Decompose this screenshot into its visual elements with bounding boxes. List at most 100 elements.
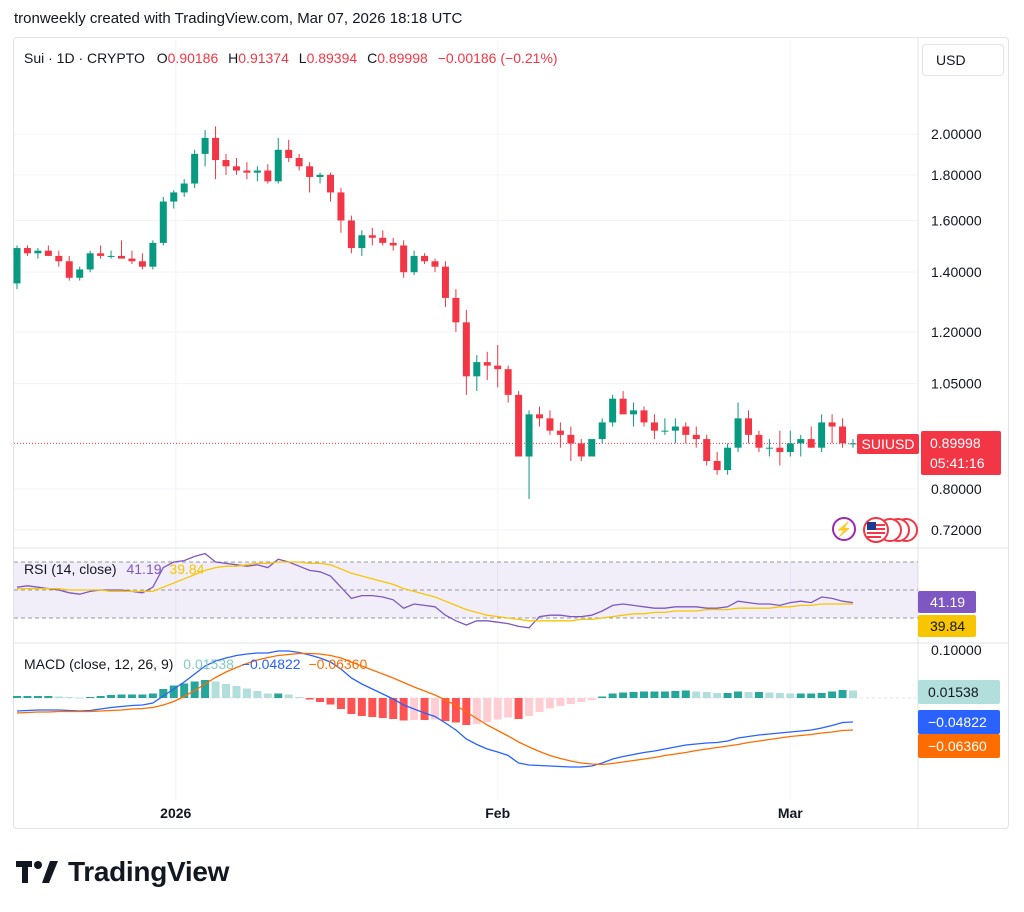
macd-hist-bar	[274, 693, 283, 698]
macd-hist-bar	[107, 695, 116, 698]
low-label: L	[298, 50, 307, 66]
macd-hist-bar	[357, 698, 366, 716]
macd-hist-bar	[807, 693, 816, 698]
price-tick-label: 2.00000	[931, 126, 982, 142]
candle-body	[692, 434, 700, 440]
macd-line	[16, 650, 854, 768]
rsi-ma-value-badge: 39.84	[918, 615, 976, 637]
macd-hist-bar	[148, 693, 157, 698]
macd-hist-bar	[96, 696, 105, 698]
macd-hist-bar	[420, 698, 429, 720]
candle-body	[452, 297, 460, 323]
open-value: 0.90186	[167, 50, 219, 66]
price-tick-label: 1.40000	[931, 264, 982, 280]
candle-body	[76, 269, 84, 278]
rsi-title[interactable]: RSI (14, close)	[24, 561, 117, 577]
close-label: C	[367, 50, 378, 66]
macd-hist-bar	[180, 683, 189, 698]
macd-hist-bar	[504, 698, 513, 718]
candle-body	[65, 261, 73, 278]
rsi-legend: RSI (14, close) 41.19 39.84	[24, 561, 204, 577]
macd-title[interactable]: MACD (close, 12, 26, 9)	[24, 656, 174, 672]
tradingview-logo[interactable]: TradingView	[16, 855, 229, 889]
macd-hist-bar	[723, 693, 732, 698]
macd-hist-bar	[389, 698, 398, 719]
macd-hist-bar	[702, 692, 711, 698]
macd-hist-bar	[556, 698, 565, 706]
candle-body	[55, 255, 63, 262]
macd-hist-bar	[535, 698, 544, 712]
candle-body	[170, 192, 178, 202]
candle-body	[389, 242, 397, 246]
macd-hist-bar	[514, 698, 523, 719]
candle-body	[671, 426, 679, 431]
candle-body	[473, 362, 481, 377]
us-flag-icon[interactable]	[862, 517, 918, 543]
macd-hist-bar	[169, 685, 178, 698]
bar-countdown: 05:41:16	[930, 455, 985, 471]
macd-hist-bar	[734, 691, 743, 698]
candle-body	[118, 255, 125, 259]
last-price-badge: 0.89998 05:41:16	[921, 431, 1001, 475]
currency-button[interactable]: USD	[922, 44, 1004, 76]
candle-body	[776, 447, 784, 453]
macd-hist-bar	[33, 696, 42, 698]
macd-hist-bar	[493, 698, 502, 720]
lightning-icon[interactable]: ⚡	[832, 517, 856, 541]
macd-hist-bar	[44, 696, 53, 698]
rsi-ma-line	[17, 561, 853, 622]
rsi-value-badge: 41.19	[918, 591, 976, 613]
last-price-value: 0.89998	[930, 435, 981, 451]
macd-hist-bar	[378, 698, 387, 718]
candle-body	[107, 255, 115, 257]
candle-body	[556, 430, 564, 435]
macd-hist-bar	[326, 698, 335, 705]
candle-body	[807, 439, 815, 448]
candle-body	[536, 414, 543, 419]
macd-hist-bar	[431, 698, 439, 720]
x-tick-label: Feb	[485, 805, 510, 821]
macd-hist-bar	[222, 684, 230, 698]
candle-body	[682, 426, 690, 435]
macd-hist-bar	[284, 694, 293, 698]
macd-legend-value: −0.04822	[241, 656, 301, 672]
candle-body	[598, 422, 606, 440]
macd-hist-bar	[472, 698, 481, 724]
macd-hist-bar	[399, 698, 408, 721]
chart-panel	[13, 37, 1009, 829]
rsi-ma-legend-value: 39.84	[169, 561, 205, 577]
macd-hist-bar	[828, 691, 837, 698]
candle-body	[347, 220, 355, 249]
candle-body	[285, 149, 293, 158]
x-tick-label: Mar	[778, 805, 803, 821]
candle-body	[379, 237, 387, 243]
macd-hist-badge: 0.01538	[918, 680, 1000, 704]
rsi-legend-value: 41.19	[126, 561, 162, 577]
macd-hist-bar	[211, 681, 220, 698]
macd-signal-badge: −0.06360	[918, 734, 1000, 758]
price-tick-label: 1.05000	[931, 376, 982, 392]
macd-hist-bar	[368, 698, 377, 717]
candle-body	[180, 183, 188, 193]
candle-body	[839, 426, 847, 444]
price-tick-label: 0.72000	[931, 522, 982, 538]
macd-hist-bar	[483, 698, 492, 722]
candle-body	[86, 253, 94, 270]
macd-hist-bar	[744, 692, 753, 698]
candle-body	[97, 253, 105, 256]
candle-body	[786, 443, 794, 453]
price-tick-label: 0.80000	[931, 481, 982, 497]
candle-body	[232, 166, 240, 171]
macd-hist-bar	[566, 698, 575, 704]
macd-hist-bar	[775, 693, 784, 698]
candle-body	[295, 157, 303, 167]
x-tick-label: 2026	[160, 805, 191, 821]
symbol-title[interactable]: Sui · 1D · CRYPTO	[24, 50, 145, 66]
candle-body	[504, 369, 512, 395]
candle-body	[316, 174, 324, 177]
candle-body	[546, 418, 554, 431]
macd-hist-bar	[159, 689, 168, 698]
macd-hist-bar	[765, 692, 774, 698]
candle-body	[849, 443, 857, 445]
